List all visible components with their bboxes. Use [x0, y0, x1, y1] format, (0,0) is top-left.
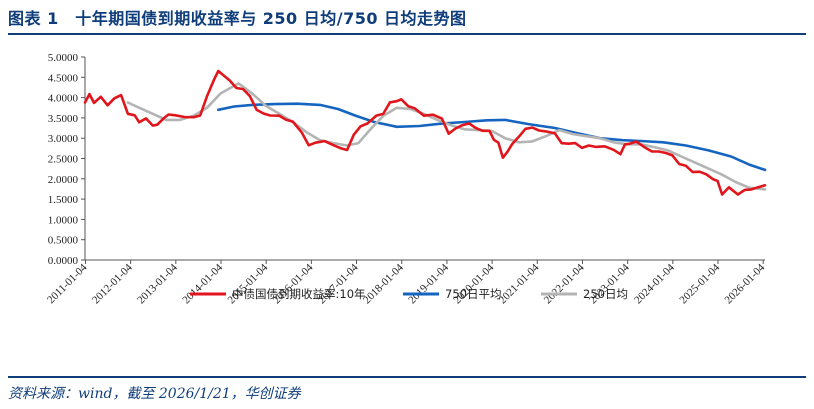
x-tick-label: 2014-01-04: [180, 261, 225, 306]
legend-250-label: 250日均: [583, 287, 628, 301]
legend-750-label: 750日平均: [445, 287, 501, 301]
y-tick-label: 4.5000: [48, 72, 79, 84]
y-tick-label: 5.0000: [48, 52, 79, 64]
y-tick-label: 2.0000: [48, 174, 79, 186]
y-tick-label: 1.0000: [48, 214, 79, 226]
chart-legend: 中债国债到期收益率:10年 750日平均 250日均: [190, 287, 628, 301]
y-tick-label: 3.5000: [48, 113, 79, 125]
y-tick-label: 3.0000: [48, 133, 79, 145]
yield-chart: 5.0000 4.5000 4.0000 3.5000 3.0000 2.5000 2.00…: [45, 52, 768, 306]
x-tick-label: 2013-01-04: [135, 261, 180, 306]
series-750-day-line: [217, 102, 767, 172]
x-tick-label: 2021-01-04: [497, 261, 542, 306]
title-rule: [8, 33, 806, 35]
chart-series: [83, 69, 767, 196]
figure-title: 图表 1 十年期国债到期收益率与 250 日均/750 日均走势图: [8, 9, 467, 28]
chart-axes: 5.0000 4.5000 4.0000 3.5000 3.0000 2.5000 2.00…: [45, 52, 768, 306]
source-rule: [8, 376, 806, 378]
x-tick-label: 2025-01-04: [677, 261, 722, 306]
y-tick-label: 0.0000: [48, 255, 79, 267]
x-tick-label: 2011-01-04: [45, 261, 90, 306]
x-tick-label: 2024-01-04: [632, 261, 677, 306]
series-10y-yield-line: [83, 69, 767, 196]
y-tick-label: 4.0000: [48, 93, 79, 105]
x-tick-label: 2022-01-04: [542, 261, 587, 306]
y-tick-label: 1.5000: [48, 194, 79, 206]
legend-10y-label: 中债国债到期收益率:10年: [232, 287, 366, 301]
x-tick-label: 2026-01-04: [723, 261, 768, 306]
y-tick-label: 2.5000: [48, 154, 79, 166]
y-tick-label: 0.5000: [48, 235, 79, 247]
x-tick-label: 2018-01-04: [361, 261, 406, 306]
x-tick-label: 2012-01-04: [90, 261, 135, 306]
source-note: 资料来源：wind，截至 2026/1/21，华创证券: [8, 386, 301, 402]
series-250-day-line: [126, 82, 767, 191]
